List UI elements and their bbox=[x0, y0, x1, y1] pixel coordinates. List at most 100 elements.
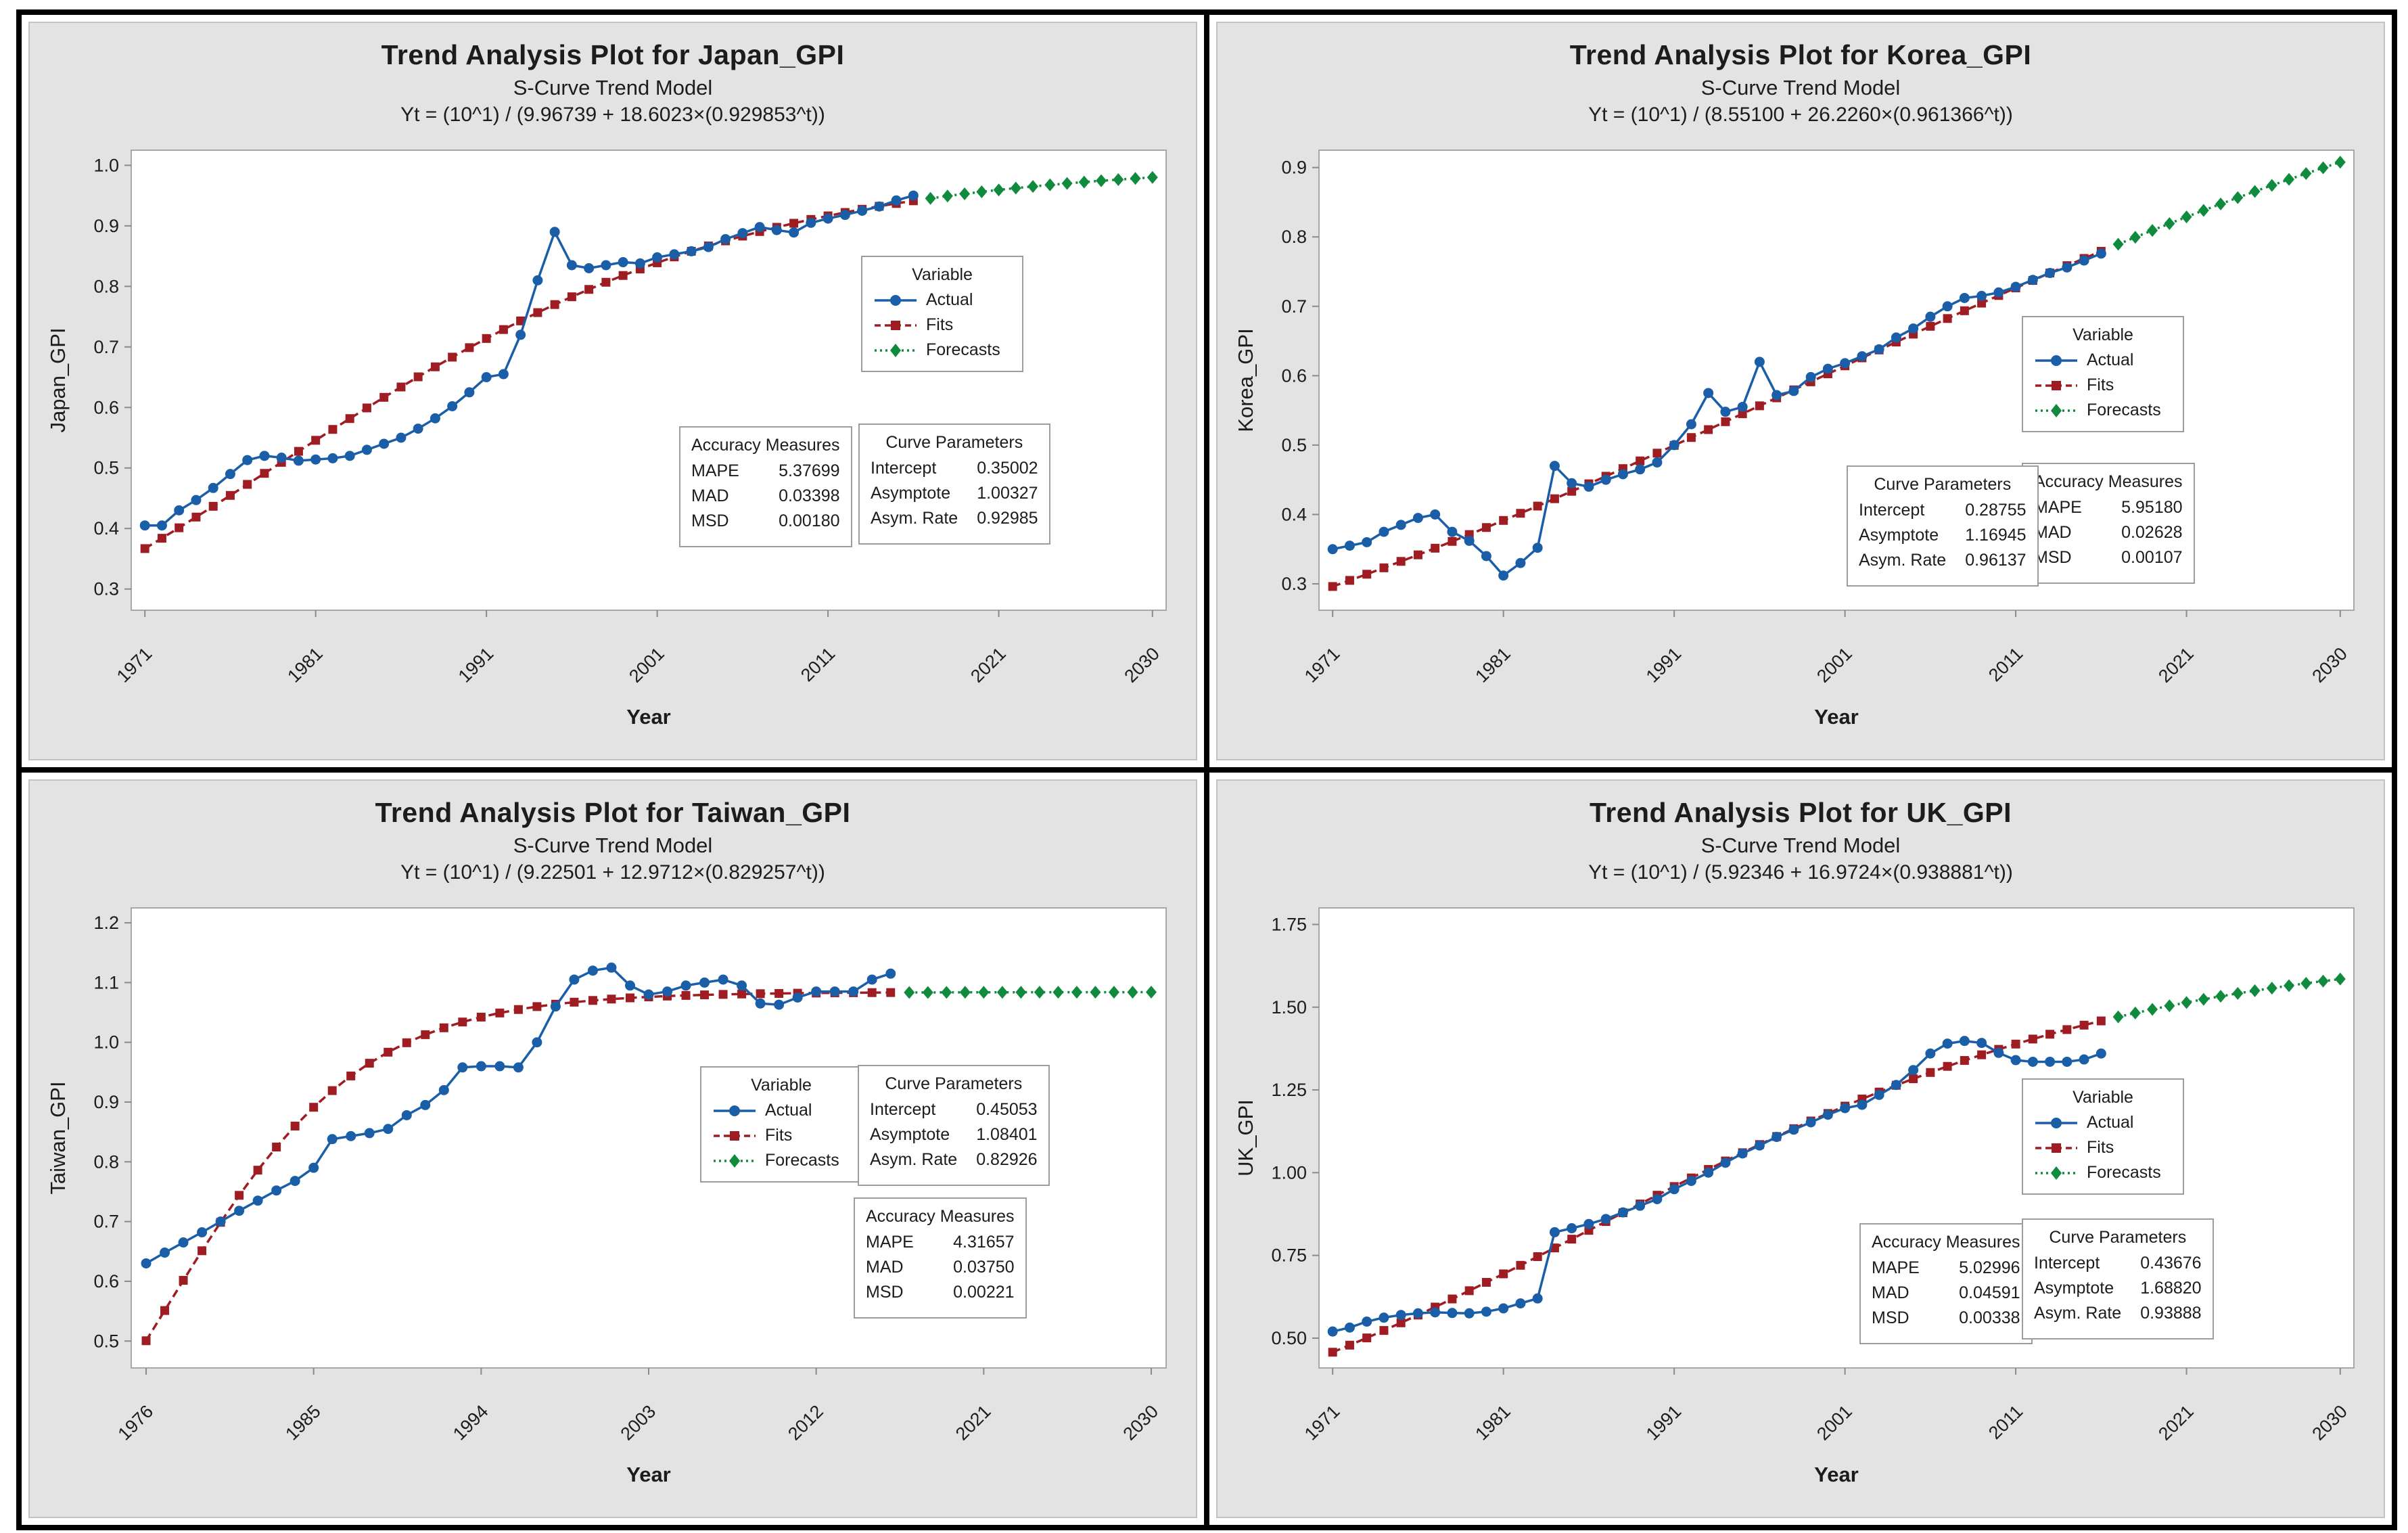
actual-marker bbox=[242, 455, 253, 465]
y-axis-label: Taiwan_GPI bbox=[46, 1081, 70, 1194]
legend-item-fits: Fits bbox=[873, 315, 1011, 335]
chart-equation: Yt = (10^1) / (9.96739 + 18.6023×(0.9298… bbox=[400, 104, 825, 126]
legend-label: Fits bbox=[2087, 375, 2114, 394]
forecasts-marker bbox=[1027, 180, 1039, 193]
x-tick-label: 2030 bbox=[1119, 1401, 1163, 1444]
fits-marker bbox=[225, 490, 235, 500]
stat-value: 0.00107 bbox=[2121, 548, 2183, 567]
forecasts-marker bbox=[2147, 224, 2158, 237]
actual-marker bbox=[1669, 1184, 1680, 1195]
fits-marker bbox=[1550, 494, 1559, 503]
actual-marker bbox=[361, 444, 372, 455]
actual-marker bbox=[234, 1206, 245, 1216]
fits-marker bbox=[179, 1276, 188, 1285]
stat-label: Asymptote bbox=[870, 1125, 950, 1144]
fits-marker bbox=[290, 1122, 300, 1131]
y-tick-label: 0.8 bbox=[93, 1151, 119, 1172]
actual-line bbox=[1332, 1039, 2102, 1333]
fits-marker bbox=[532, 1002, 542, 1011]
actual-marker bbox=[1430, 1307, 1441, 1318]
box-title: Curve Parameters bbox=[885, 433, 1023, 452]
legend-item-fits: Fits bbox=[712, 1126, 850, 1145]
actual-marker bbox=[1567, 478, 1577, 488]
actual-marker bbox=[569, 974, 580, 985]
fits-marker bbox=[1960, 306, 1969, 315]
actual-marker bbox=[2027, 1056, 2038, 1067]
fits-marker bbox=[1567, 486, 1577, 496]
stat-row: Asym. Rate 0.92985 bbox=[871, 509, 1038, 528]
stat-row: Asymptote 1.16945 bbox=[1859, 526, 2027, 545]
x-tick-label: 2021 bbox=[952, 1401, 995, 1444]
legend-item-fits: Fits bbox=[2034, 375, 2172, 395]
actual-marker bbox=[601, 260, 611, 271]
actual-marker bbox=[774, 999, 785, 1010]
legend-label: Forecasts bbox=[926, 340, 1000, 359]
fits-marker bbox=[1481, 523, 1491, 532]
y-axis-label: Korea_GPI bbox=[1234, 328, 1257, 432]
fits-marker bbox=[1567, 1235, 1577, 1244]
fits-marker bbox=[294, 447, 303, 456]
x-axis-label: Year bbox=[626, 705, 671, 729]
chart-header: Trend Analysis Plot for Japan_GPI S-Curv… bbox=[30, 23, 1196, 137]
fits-marker bbox=[1721, 417, 1730, 426]
stat-label: MAPE bbox=[2034, 498, 2082, 517]
stat-label: Asym. Rate bbox=[2034, 1304, 2122, 1323]
chart-area: 0.50 0.75 1.00 1.25 1.50 1.75 1971 1981 1991 2001… bbox=[1218, 894, 2384, 1517]
legend-label: Fits bbox=[926, 315, 954, 334]
y-tick-label: 0.8 bbox=[93, 276, 119, 296]
actual-marker bbox=[413, 424, 423, 434]
actual-marker bbox=[737, 228, 748, 239]
fits-marker bbox=[2062, 1025, 2072, 1034]
forecasts-marker bbox=[2215, 990, 2227, 1003]
stat-label: Asym. Rate bbox=[1859, 551, 1947, 570]
fits-marker bbox=[567, 292, 576, 302]
stat-row: MAPE 5.95180 bbox=[2034, 498, 2183, 518]
y-tick-label: 1.2 bbox=[93, 913, 119, 933]
y-tick-label: 0.4 bbox=[1281, 504, 1307, 524]
fits-marker bbox=[1755, 401, 1764, 411]
forecasts-marker bbox=[2334, 972, 2346, 986]
forecasts-marker bbox=[1113, 173, 1124, 186]
actual-marker bbox=[1498, 570, 1509, 581]
actual-marker bbox=[2079, 1054, 2089, 1065]
actual-marker bbox=[891, 195, 902, 206]
actual-marker bbox=[2079, 255, 2089, 266]
fits-marker bbox=[513, 1005, 523, 1014]
actual-marker bbox=[1652, 1194, 1663, 1205]
forecasts-marker bbox=[1015, 986, 1027, 999]
stat-row: Asymptote 1.68820 bbox=[2034, 1279, 2202, 1298]
actual-line bbox=[1332, 252, 2102, 578]
fits-marker bbox=[311, 436, 321, 445]
actual-marker bbox=[1447, 526, 1458, 537]
forecasts-marker bbox=[993, 183, 1004, 197]
legend-box: Variable Actual Fits Forecasts bbox=[861, 256, 1023, 372]
actual-marker bbox=[464, 387, 475, 398]
actual-marker bbox=[308, 1162, 319, 1173]
actual-marker bbox=[2010, 281, 2021, 292]
fits-marker bbox=[140, 544, 149, 553]
fits-marker bbox=[379, 392, 389, 402]
actual-marker bbox=[1412, 513, 1423, 524]
actual-marker bbox=[476, 1061, 486, 1072]
stat-row: MSD 0.00221 bbox=[866, 1283, 1015, 1302]
actual-marker bbox=[606, 962, 617, 973]
actual-marker bbox=[1635, 464, 1646, 475]
quadrant-top-right: Trend Analysis Plot for Korea_GPI S-Curv… bbox=[1209, 15, 2392, 767]
actual-marker bbox=[1874, 344, 1884, 354]
actual-marker bbox=[2045, 1056, 2056, 1067]
fits-line-sample-icon bbox=[2035, 1143, 2077, 1153]
fits-marker bbox=[1550, 1243, 1559, 1253]
fits-marker bbox=[1977, 1050, 1987, 1059]
actual-sample-marker bbox=[890, 294, 901, 306]
fits-marker bbox=[2011, 1039, 2020, 1049]
actual-marker bbox=[1464, 1308, 1475, 1319]
actual-marker bbox=[208, 482, 218, 493]
forecasts-marker bbox=[2334, 156, 2346, 169]
fits-marker bbox=[550, 300, 559, 309]
fits-marker bbox=[430, 362, 440, 371]
x-tick-label: 2030 bbox=[2308, 643, 2351, 687]
actual-marker bbox=[1583, 481, 1594, 492]
forecasts-marker bbox=[1096, 174, 1107, 187]
fits-marker bbox=[362, 403, 371, 413]
fits-marker bbox=[1636, 456, 1645, 465]
